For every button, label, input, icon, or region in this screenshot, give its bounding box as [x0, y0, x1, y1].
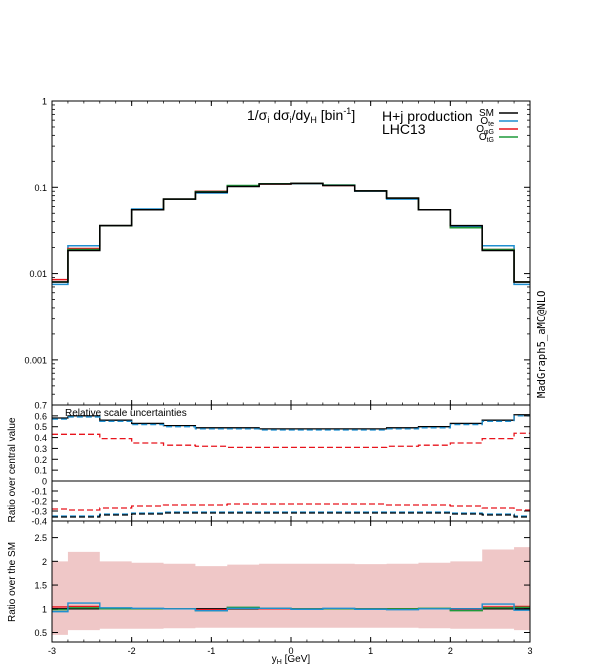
xtick-label-5: 2: [448, 646, 453, 656]
scale-up-ote: [52, 415, 530, 431]
generator-label: MadGraph5_aMC@NLO: [536, 291, 548, 398]
xtick-label-1: -2: [128, 646, 136, 656]
scale-down-ote: [52, 511, 530, 517]
panel-frames: [51, 100, 531, 643]
series-ote-line: [52, 182, 530, 286]
scale-lower-ytick-1-label: -0.2: [31, 497, 47, 507]
scale-lower-ytick-3-label: -0.4: [31, 517, 47, 527]
main-ytick-1-label: 0.1: [34, 183, 47, 193]
ratio-uncertainty-band: [52, 547, 530, 635]
process-label: H+j production: [382, 108, 473, 124]
scale-upper-ytick-1-label: 0.6: [34, 411, 47, 421]
scale-up-sm: [52, 414, 530, 430]
main-ytick-3-label: 0.001: [24, 355, 47, 365]
scale-upper-ytick-7-label: 0: [42, 477, 47, 487]
scale-lower-ytick-0-label: -0.1: [31, 487, 47, 497]
ratio-ytick-0-label: 2.5: [34, 533, 47, 543]
x-axis-label: yH [GeV]: [272, 654, 311, 664]
scale-down-ophig: [52, 503, 530, 511]
legend-label-ote: Ote: [480, 116, 494, 128]
scale-upper-ytick-2-label: 0.5: [34, 422, 47, 432]
ratio-ytick-1-label: 2: [42, 557, 47, 567]
scale-upper-ytick-0-label: 0.7: [34, 401, 47, 411]
series-layer: [52, 182, 530, 613]
main-ytick-0-label: 1: [42, 97, 47, 107]
main-panel-title: 1/σi dσi/dyH [bin-1]: [247, 106, 355, 125]
ratio-ote-line: [52, 602, 530, 613]
uncertainty-band-layer: [52, 547, 530, 635]
series-ophig-line: [52, 182, 530, 283]
scale-upper-ytick-5-label: 0.2: [34, 455, 47, 465]
xtick-label-4: 1: [368, 646, 373, 656]
legend-label-ophig: OφG: [476, 124, 494, 136]
xtick-label-3: 0: [288, 646, 293, 656]
xtick-label-0: -3: [48, 646, 56, 656]
xtick-label-2: -1: [207, 646, 215, 656]
ratio-ytick-3-label: 1: [42, 604, 47, 614]
ratio-ytick-2-label: 1.5: [34, 581, 47, 591]
main-ytick-2-label: 0.01: [29, 269, 47, 279]
legend-label-otg: OtG: [479, 132, 494, 144]
main-panel-frame: [51, 100, 531, 406]
legend-label-sm: SM: [479, 108, 494, 119]
scale-upper-ytick-6-label: 0.1: [34, 466, 47, 476]
scale-lower-ytick-2-label: -0.3: [31, 507, 47, 517]
scale-upper-ytick-4-label: 0.3: [34, 444, 47, 454]
scale-uncertainty-label: Relative scale uncertainties: [65, 408, 187, 419]
scale-down-sm: [52, 512, 530, 518]
series-sm-line: [52, 182, 530, 283]
ratio-ytick-4-label: 0.5: [34, 628, 47, 638]
xtick-label-6: 3: [527, 646, 532, 656]
scale-up-ophig: [52, 432, 530, 448]
ratio-central-ylabel: Ratio over central value: [7, 417, 18, 522]
legend: SM Ote OφG OtG: [476, 108, 518, 144]
series-otg-line: [52, 182, 530, 283]
scale-upper-ytick-3-label: 0.4: [34, 433, 47, 443]
collider-label: LHC13: [382, 121, 426, 137]
tick-layer: 10.10.010.0010.70.60.50.40.30.20.10-0.1-…: [24, 97, 532, 657]
ratio-sm-ylabel: Ratio over the SM: [7, 542, 18, 622]
